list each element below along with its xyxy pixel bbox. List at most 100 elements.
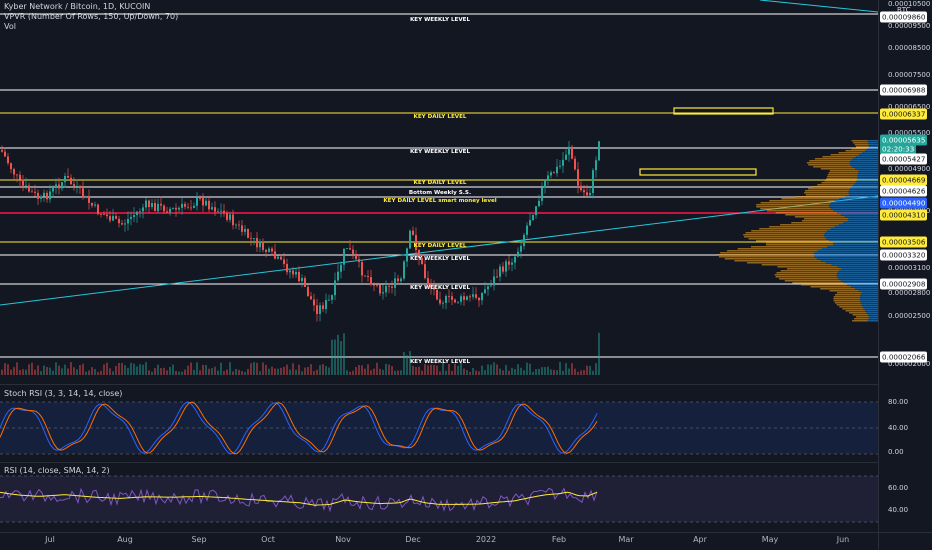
- level-annotation[interactable]: KEY WEEKLY LEVEL: [409, 256, 471, 262]
- time-tick-label: Sep: [191, 535, 207, 544]
- candle: [217, 211, 219, 213]
- candle: [547, 175, 549, 181]
- volume-bar: [328, 367, 330, 375]
- pane-divider: [0, 384, 878, 385]
- volume-bar: [379, 368, 381, 375]
- volume-bar: [214, 366, 216, 375]
- candle: [406, 248, 408, 262]
- candle: [199, 197, 201, 199]
- volume-bar: [271, 366, 273, 375]
- level-annotation[interactable]: KEY DAILY LEVEL: [413, 243, 467, 249]
- volume-bar: [322, 364, 324, 375]
- volume-bar: [286, 364, 288, 375]
- stoch-rsi-label[interactable]: Stoch RSI (3, 3, 14, 14, close): [4, 389, 123, 398]
- volume-bar: [595, 363, 597, 375]
- vpvr-bar: [820, 288, 855, 290]
- volume-bar: [103, 364, 105, 375]
- vpvr-bar: [756, 204, 830, 206]
- volume-bar: [577, 371, 579, 375]
- price-axis[interactable]: [878, 0, 932, 550]
- candle: [127, 218, 129, 224]
- level-annotation[interactable]: KEY WEEKLY LEVEL: [409, 17, 471, 23]
- volume-bar: [7, 364, 9, 375]
- candle: [136, 211, 138, 216]
- candle: [16, 174, 18, 176]
- volume-bar: [562, 370, 564, 375]
- candle: [268, 248, 270, 252]
- level-annotation[interactable]: KEY DAILY LEVEL: [413, 180, 467, 186]
- vpvr-bar: [834, 302, 861, 304]
- candle: [538, 200, 540, 207]
- volume-bar: [508, 370, 510, 375]
- volume-bar: [466, 370, 468, 375]
- target-box: [639, 168, 757, 176]
- level-annotation[interactable]: KEY WEEKLY LEVEL: [409, 149, 471, 155]
- rsi-line: [0, 487, 598, 513]
- volume-bar: [415, 366, 417, 375]
- volume-bar: [427, 365, 429, 375]
- vpvr-bar: [848, 218, 878, 220]
- volume-indicator-label[interactable]: Vol: [4, 22, 16, 31]
- volume-bar: [82, 363, 84, 375]
- level-annotation[interactable]: KEY WEEKLY LEVEL: [409, 359, 471, 365]
- level-annotation[interactable]: KEY WEEKLY LEVEL: [409, 285, 471, 291]
- candle: [397, 278, 399, 282]
- price-badge: 0.00003320: [880, 249, 928, 261]
- vpvr-indicator-label[interactable]: VPVR (Number Of Rows, 150, Up/Down, 70): [4, 12, 179, 21]
- vpvr-bar: [834, 226, 878, 228]
- candle: [10, 163, 12, 170]
- vpvr-bar: [750, 246, 828, 248]
- vpvr-bar: [865, 310, 878, 312]
- vpvr-bar: [737, 248, 822, 250]
- candle: [220, 210, 222, 212]
- vpvr-bar: [827, 230, 878, 232]
- vpvr-bar: [864, 150, 878, 152]
- vpvr-bar: [833, 244, 878, 246]
- vpvr-bar: [801, 220, 848, 222]
- volume-bar: [97, 371, 99, 375]
- time-tick-label: Feb: [551, 535, 567, 544]
- vpvr-bar: [824, 234, 878, 236]
- vpvr-bar: [852, 158, 878, 160]
- volume-bar: [301, 371, 303, 375]
- candle: [49, 191, 51, 200]
- vpvr-bar: [785, 214, 841, 216]
- candle: [553, 172, 555, 174]
- rsi-ma-line: [0, 491, 598, 506]
- candle: [175, 207, 177, 210]
- vpvr-bar: [791, 222, 844, 224]
- vpvr-bar: [824, 236, 878, 238]
- volume-bar: [4, 363, 6, 375]
- candle: [592, 170, 594, 194]
- volume-bar: [529, 363, 531, 375]
- vpvr-bar: [855, 156, 878, 158]
- candle: [142, 207, 144, 212]
- rsi-label[interactable]: RSI (14, close, SMA, 14, 2): [4, 466, 110, 475]
- level-annotation[interactable]: KEY DAILY LEVEL: [413, 114, 467, 120]
- candle: [169, 208, 171, 213]
- vpvr-bar: [804, 218, 849, 220]
- rsi-tick-label: 60.00: [888, 484, 909, 492]
- vpvr-bar: [867, 148, 878, 150]
- candle: [355, 253, 357, 260]
- candle: [541, 187, 543, 201]
- level-annotation[interactable]: KEY DAILY LEVEL smart money level: [383, 198, 497, 204]
- candle: [445, 295, 447, 303]
- volume-bar: [19, 370, 21, 375]
- level-annotation[interactable]: Bottom Weekly S.S.: [408, 190, 472, 196]
- vpvr-bar: [824, 180, 857, 182]
- volume-bar: [232, 371, 234, 375]
- candle: [109, 216, 111, 221]
- volume-bar: [184, 369, 186, 375]
- volume-bar: [547, 366, 549, 375]
- volume-bar: [172, 364, 174, 375]
- candle: [511, 262, 513, 265]
- candle: [193, 205, 195, 208]
- candle: [340, 264, 342, 272]
- candle: [91, 202, 93, 206]
- candle: [421, 257, 423, 265]
- vpvr-bar: [827, 246, 878, 248]
- vpvr-bar: [759, 228, 831, 230]
- volume-bar: [151, 371, 153, 375]
